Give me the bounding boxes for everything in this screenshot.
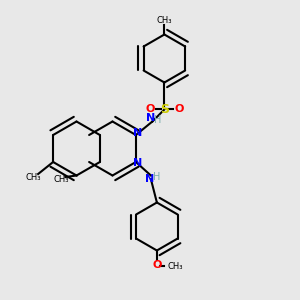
Text: H: H — [153, 172, 160, 182]
Text: CH₃: CH₃ — [26, 173, 41, 182]
Text: O: O — [145, 104, 155, 115]
Text: CH₃: CH₃ — [167, 262, 183, 271]
Text: N: N — [133, 158, 142, 169]
Text: H: H — [154, 115, 161, 125]
Text: N: N — [133, 128, 142, 139]
Text: S: S — [160, 103, 169, 116]
Text: O: O — [174, 104, 184, 115]
Text: O: O — [152, 260, 162, 271]
Text: CH₃: CH₃ — [54, 176, 69, 184]
Text: CH₃: CH₃ — [157, 16, 172, 25]
Text: N: N — [146, 113, 155, 123]
Text: N: N — [145, 174, 154, 184]
